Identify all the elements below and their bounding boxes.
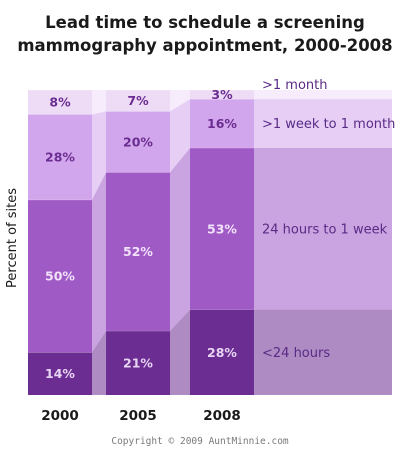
legend-band-2 bbox=[254, 99, 392, 148]
category-label-2000: 2000 bbox=[41, 408, 79, 424]
legend-band-3 bbox=[254, 90, 392, 100]
copyright-text: Copyright © 2009 AuntMinnie.com bbox=[111, 436, 289, 447]
ribbon-3-0 bbox=[92, 90, 106, 115]
category-labels: 2000 2005 2008 bbox=[41, 408, 241, 424]
legend: <24 hours 24 hours to 1 week >1 week to 1 … bbox=[262, 78, 395, 361]
ribbon-2-0 bbox=[92, 111, 106, 200]
legend-label-1: 24 hours to 1 week bbox=[262, 222, 388, 237]
legend-band-0 bbox=[254, 309, 392, 395]
bar-2000-1 bbox=[28, 199, 92, 353]
chart-title-line-2: mammography appointment, 2000-2008 bbox=[17, 36, 392, 55]
value-label-2008-0: 28% bbox=[207, 345, 237, 360]
value-label-2005-2: 20% bbox=[123, 134, 153, 149]
ribbon-1-0 bbox=[92, 172, 106, 353]
value-label-2000-2: 28% bbox=[45, 150, 75, 165]
bar-2008-2 bbox=[190, 99, 254, 148]
bar-2008-3 bbox=[190, 90, 254, 100]
bar-2005-1 bbox=[106, 172, 170, 331]
legend-label-2: >1 week to 1 month bbox=[262, 117, 395, 132]
ribbon-1-1 bbox=[170, 147, 190, 331]
ribbon-2-1 bbox=[170, 99, 190, 173]
legend-label-3: >1 month bbox=[262, 78, 328, 93]
bar-2000-3 bbox=[28, 90, 92, 115]
legend-band-1 bbox=[254, 147, 392, 310]
value-label-2000-0: 14% bbox=[45, 366, 75, 381]
category-label-2005: 2005 bbox=[119, 408, 157, 424]
ribbon-3-1 bbox=[170, 90, 190, 112]
chart-title-line-1: Lead time to schedule a screening bbox=[45, 13, 365, 32]
value-label-2005-1: 52% bbox=[123, 244, 153, 259]
value-label-2008-1: 53% bbox=[207, 221, 237, 236]
value-label-2005-3: 7% bbox=[127, 93, 149, 108]
y-axis-label: Percent of sites bbox=[5, 188, 20, 288]
bars bbox=[28, 89, 254, 395]
value-label-2000-1: 50% bbox=[45, 269, 75, 284]
bar-2005-2 bbox=[106, 111, 170, 173]
value-labels: 14% 50% 28% 8% 21% 52% 20% 7% 28% 53% 16% 3% bbox=[45, 87, 237, 381]
connector-ribbons bbox=[92, 90, 392, 395]
value-label-2008-2: 16% bbox=[207, 116, 237, 131]
value-label-2008-3: 3% bbox=[211, 87, 233, 102]
bar-2008-0 bbox=[190, 309, 254, 395]
legend-label-0: <24 hours bbox=[262, 346, 330, 361]
ribbon-0-1 bbox=[170, 309, 190, 395]
ribbon-0-0 bbox=[92, 330, 106, 395]
value-label-2000-3: 8% bbox=[49, 95, 71, 110]
bar-2008-1 bbox=[190, 147, 254, 310]
bar-2000-0 bbox=[28, 352, 92, 395]
category-label-2008: 2008 bbox=[203, 408, 241, 424]
value-label-2005-0: 21% bbox=[123, 355, 153, 370]
bar-2005-3 bbox=[106, 90, 170, 112]
bar-2000-2 bbox=[28, 114, 92, 200]
bar-2005-0 bbox=[106, 330, 170, 395]
